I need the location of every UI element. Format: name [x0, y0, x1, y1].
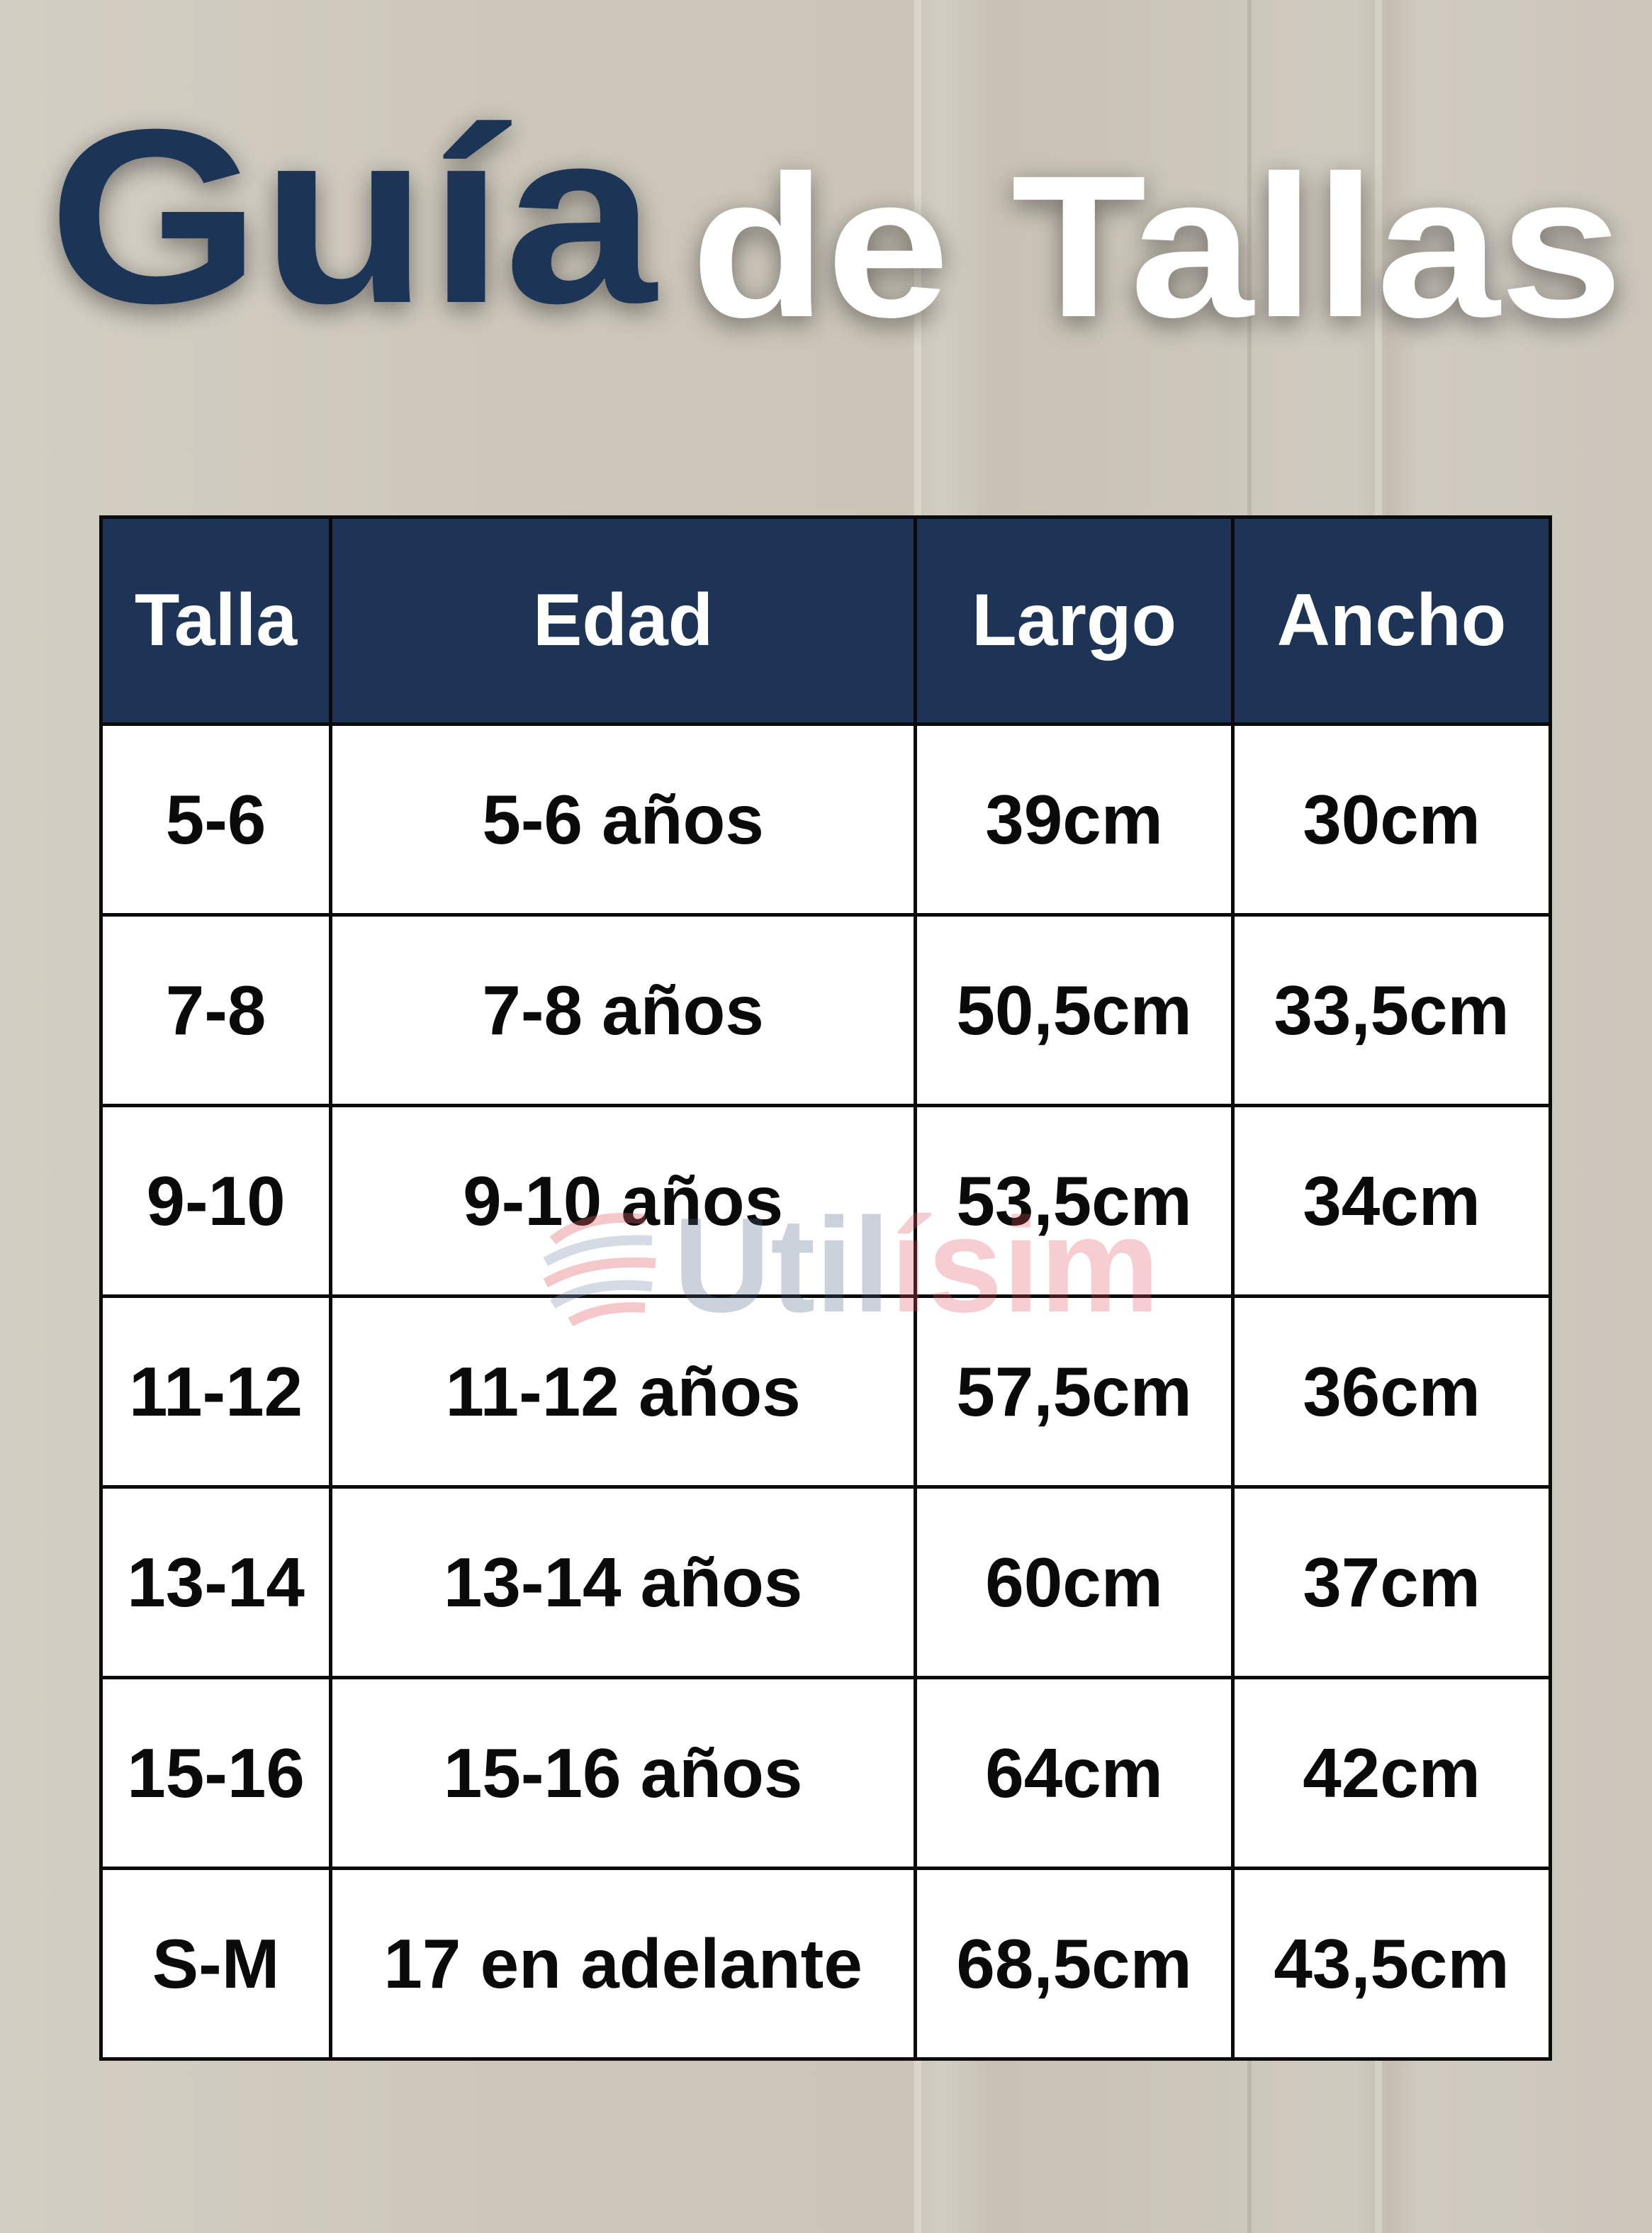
page-title: Guía de Tallas — [48, 78, 1623, 359]
cell-talla: 5-6 — [99, 722, 333, 917]
cell-ancho: 37cm — [1231, 1485, 1552, 1679]
cell-talla: 13-14 — [99, 1485, 333, 1679]
cell-ancho: 36cm — [1231, 1294, 1552, 1489]
table-row: 7-8 7-8 años 50,5cm 33,5cm — [99, 913, 1552, 1107]
header-largo: Largo — [914, 515, 1235, 726]
table-row: S-M 17 en adelante 68,5cm 43,5cm — [99, 1867, 1552, 2061]
cell-largo: 60cm — [914, 1485, 1235, 1679]
cell-talla: 11-12 — [99, 1294, 333, 1489]
header-edad: Edad — [329, 515, 918, 726]
table-row: 15-16 15-16 años 64cm 42cm — [99, 1676, 1552, 1870]
title-guia: Guía — [48, 78, 658, 355]
cell-ancho: 43,5cm — [1231, 1867, 1552, 2061]
cell-ancho: 30cm — [1231, 722, 1552, 917]
cell-largo: 64cm — [914, 1676, 1235, 1870]
cell-largo: 57,5cm — [914, 1294, 1235, 1489]
table-header-row: Talla Edad Largo Ancho — [99, 515, 1552, 726]
table-row: 11-12 11-12 años 57,5cm 36cm — [99, 1294, 1552, 1489]
cell-largo: 50,5cm — [914, 913, 1235, 1107]
cell-edad: 5-6 años — [329, 722, 918, 917]
table-row: 9-10 9-10 años 53,5cm 34cm — [99, 1104, 1552, 1298]
cell-edad: 13-14 años — [329, 1485, 918, 1679]
cell-edad: 15-16 años — [329, 1676, 918, 1870]
cell-ancho: 42cm — [1231, 1676, 1552, 1870]
cell-edad: 9-10 años — [329, 1104, 918, 1298]
cell-ancho: 34cm — [1231, 1104, 1552, 1298]
cell-ancho: 33,5cm — [1231, 913, 1552, 1107]
header-ancho: Ancho — [1231, 515, 1552, 726]
cell-talla: S-M — [99, 1867, 333, 2061]
cell-largo: 53,5cm — [914, 1104, 1235, 1298]
cell-talla: 15-16 — [99, 1676, 333, 1870]
cell-edad: 17 en adelante — [329, 1867, 918, 2061]
cell-largo: 39cm — [914, 722, 1235, 917]
table-row: 13-14 13-14 años 60cm 37cm — [99, 1485, 1552, 1679]
size-table: Talla Edad Largo Ancho 5-6 5-6 años 39cm 30… — [99, 515, 1552, 2061]
title-de-tallas: de Tallas — [691, 134, 1623, 359]
cell-edad: 7-8 años — [329, 913, 918, 1107]
cell-talla: 9-10 — [99, 1104, 333, 1298]
table-row: 5-6 5-6 años 39cm 30cm — [99, 722, 1552, 917]
cell-edad: 11-12 años — [329, 1294, 918, 1489]
header-talla: Talla — [99, 515, 333, 726]
cell-largo: 68,5cm — [914, 1867, 1235, 2061]
cell-talla: 7-8 — [99, 913, 333, 1107]
